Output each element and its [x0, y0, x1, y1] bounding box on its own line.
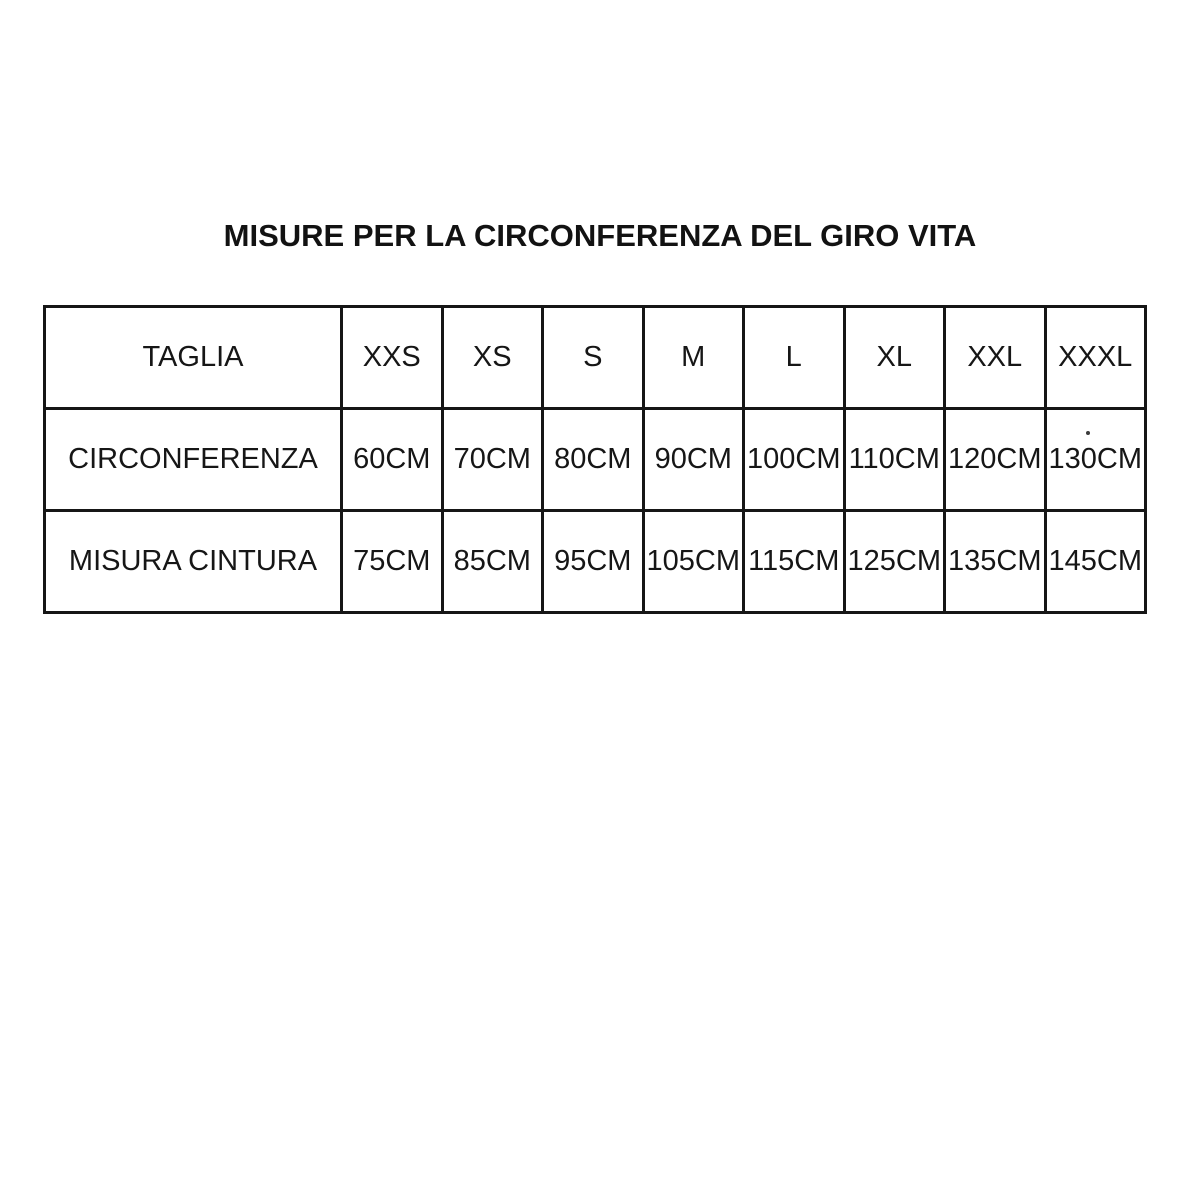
misura-cintura-xl: 125CM [842, 509, 946, 614]
header-cell-taglia: TAGLIA [43, 305, 343, 410]
misura-cintura-m: 105CM [641, 509, 745, 614]
circonferenza-xxxl: 130CM [1043, 407, 1147, 512]
circonferenza-xl: 110CM [842, 407, 946, 512]
header-cell-xs: XS [440, 305, 544, 410]
page-title: MISURE PER LA CIRCONFERENZA DEL GIRO VIT… [223, 218, 977, 253]
row-label-circonferenza: CIRCONFERENZA [43, 407, 343, 512]
header-cell-xl: XL [842, 305, 946, 410]
circonferenza-xxs: 60CM [340, 407, 444, 512]
header-cell-m: M [641, 305, 745, 410]
misura-cintura-s: 95CM [541, 509, 645, 614]
circonferenza-xxl: 120CM [943, 407, 1047, 512]
table-header-row: TAGLIA XXS XS S M L XL XXL XXXL [43, 305, 1147, 410]
header-cell-l: L [742, 305, 846, 410]
table-row-misura-cintura: MISURA CINTURA 75CM 85CM 95CM 105CM 115C… [43, 509, 1147, 614]
table-row-circonferenza: CIRCONFERENZA 60CM 70CM 80CM 90CM 100CM … [43, 407, 1147, 512]
size-table: TAGLIA XXS XS S M L XL XXL XXXL CIRCONFE… [43, 305, 1147, 614]
header-cell-xxs: XXS [340, 305, 444, 410]
misura-cintura-l: 115CM [742, 509, 846, 614]
header-cell-xxxl: XXXL [1043, 305, 1147, 410]
circonferenza-l: 100CM [742, 407, 846, 512]
misura-cintura-xxs: 75CM [340, 509, 444, 614]
row-label-misura-cintura: MISURA CINTURA [43, 509, 343, 614]
header-cell-xxl: XXL [943, 305, 1047, 410]
circonferenza-m: 90CM [641, 407, 745, 512]
circonferenza-xs: 70CM [440, 407, 544, 512]
misura-cintura-xxl: 135CM [943, 509, 1047, 614]
circonferenza-s: 80CM [541, 407, 645, 512]
header-cell-s: S [541, 305, 645, 410]
misura-cintura-xs: 85CM [440, 509, 544, 614]
stray-dot-artifact [1086, 431, 1090, 435]
misura-cintura-xxxl: 145CM [1043, 509, 1147, 614]
